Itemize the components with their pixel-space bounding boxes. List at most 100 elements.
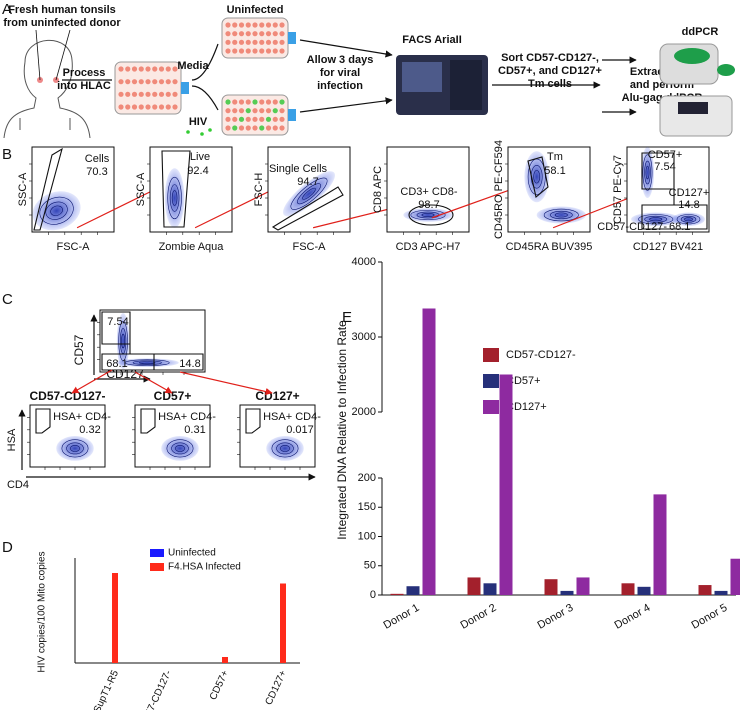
flow-contour xyxy=(302,187,316,200)
cell xyxy=(145,66,151,72)
cell xyxy=(131,91,138,97)
gate-value: 0.32 xyxy=(79,424,100,436)
flow-contour xyxy=(271,439,299,458)
bar xyxy=(422,308,436,595)
cell xyxy=(252,31,258,37)
flow-contour xyxy=(166,439,194,458)
cell xyxy=(252,116,258,122)
gate xyxy=(245,408,261,434)
cell xyxy=(158,91,165,97)
cell xyxy=(259,39,265,45)
bar xyxy=(637,586,651,595)
arrow xyxy=(179,371,273,396)
step-text: Tm cells xyxy=(528,78,572,90)
flow-contour xyxy=(645,165,650,180)
gate xyxy=(35,408,51,434)
virus xyxy=(200,132,204,136)
bar xyxy=(730,558,740,595)
flow-contour xyxy=(276,442,294,455)
x-tick-label: CD57-CD127- xyxy=(137,669,174,710)
y-tick-label: 3000 xyxy=(352,331,376,343)
bar xyxy=(280,583,286,663)
cell xyxy=(225,22,231,28)
bar xyxy=(714,590,728,595)
gate-name: HSA+ CD4- xyxy=(263,411,321,423)
cell xyxy=(172,91,178,97)
cell xyxy=(259,125,265,131)
cell xyxy=(238,39,245,45)
bar xyxy=(576,577,590,595)
flow-contour xyxy=(139,361,156,365)
cell xyxy=(238,125,245,131)
cell xyxy=(232,48,238,54)
cell xyxy=(265,48,272,54)
ddpcr-lid xyxy=(674,48,710,64)
cell xyxy=(131,79,138,85)
step-text: Uninfected xyxy=(227,4,284,16)
bar xyxy=(560,590,574,595)
flow-contour xyxy=(39,196,74,225)
arrow xyxy=(35,29,41,81)
step-text: into HLAC xyxy=(57,80,111,92)
cell xyxy=(259,99,265,105)
gate-name: Tm xyxy=(547,151,563,163)
cell xyxy=(279,99,285,105)
cell xyxy=(272,116,278,122)
plot-title: CD57+ xyxy=(154,389,192,403)
legend-swatch xyxy=(150,549,164,557)
bar xyxy=(483,583,497,595)
bar xyxy=(653,494,667,595)
cell xyxy=(152,79,158,85)
cell xyxy=(252,39,258,45)
axis-label: HIV copies/100 Mito copies xyxy=(37,551,48,672)
flow-contour xyxy=(644,160,651,185)
flow-contour xyxy=(132,360,162,365)
cell xyxy=(125,104,131,110)
gate xyxy=(408,204,454,226)
cell xyxy=(225,48,231,54)
axis-label: CD4 xyxy=(7,479,29,491)
gate-value: 68.1 xyxy=(106,358,127,370)
ddpcr-screen xyxy=(678,102,708,114)
arrow xyxy=(55,29,71,81)
cell xyxy=(279,116,285,122)
y-tick-label: 100 xyxy=(358,530,376,542)
panel-label: D xyxy=(2,539,13,556)
gate-value: 0.31 xyxy=(184,424,205,436)
plot-title: CD57-CD127- xyxy=(29,389,105,403)
axis-label: HSA xyxy=(6,428,18,451)
flask-cap xyxy=(288,32,296,44)
cell xyxy=(245,31,251,37)
cell xyxy=(225,116,231,122)
axis-label: CD8 APC xyxy=(372,166,384,213)
cell xyxy=(272,31,278,37)
flask-cap xyxy=(181,82,189,94)
cell xyxy=(232,31,238,37)
gate xyxy=(101,311,204,371)
cell xyxy=(265,39,272,45)
flow-contour xyxy=(649,217,663,222)
y-tick-label: 200 xyxy=(358,472,376,484)
cell xyxy=(165,79,171,85)
cell xyxy=(259,22,265,28)
axis-label: CD127 xyxy=(106,367,144,381)
arrow xyxy=(312,205,398,229)
gate-name: Live xyxy=(190,151,210,163)
cell xyxy=(279,22,285,28)
arrow xyxy=(76,186,161,229)
cell xyxy=(131,66,138,72)
arrow xyxy=(299,39,393,58)
flow-contour xyxy=(543,208,579,222)
flow-contour xyxy=(171,190,178,206)
cell xyxy=(232,125,238,131)
panel-label: E xyxy=(342,309,352,326)
bar xyxy=(222,657,228,663)
gate xyxy=(527,156,549,199)
cell xyxy=(245,108,251,114)
axis-label: FSC-A xyxy=(57,241,91,253)
gate-name: CD57+ xyxy=(648,149,683,161)
cell xyxy=(232,39,238,45)
bar xyxy=(390,593,404,595)
cell xyxy=(165,104,171,110)
gate xyxy=(161,150,191,228)
